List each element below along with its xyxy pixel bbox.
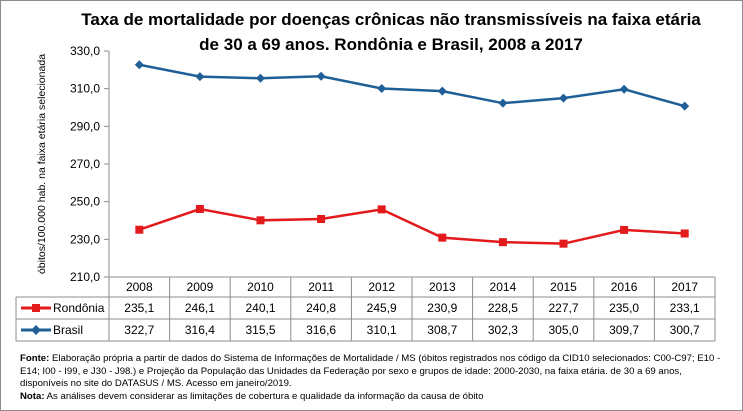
note-text: As análises devem considerar as limitaçõ… <box>44 390 484 402</box>
table-cell: 233,1 <box>670 301 700 315</box>
table-cell: 300,7 <box>670 323 700 337</box>
table-cell: 240,8 <box>306 301 336 315</box>
x-tick-label: 2015 <box>550 280 577 294</box>
legend-marker-square <box>32 304 40 312</box>
x-tick-label: 2013 <box>429 280 456 294</box>
table-cell: 310,1 <box>367 323 397 337</box>
table-cell: 228,5 <box>488 301 518 315</box>
data-point <box>256 73 265 83</box>
table-cell: 316,6 <box>306 323 336 337</box>
table-cell: 227,7 <box>548 301 578 315</box>
x-tick-label: 2016 <box>611 280 638 294</box>
x-tick-label: 2014 <box>490 280 517 294</box>
table-cell: 235,1 <box>124 301 154 315</box>
data-point <box>437 86 447 96</box>
y-tick-label: 210,0 <box>70 270 100 284</box>
x-tick-label: 2008 <box>126 280 153 294</box>
data-point <box>316 71 326 81</box>
x-tick-label: 2017 <box>671 280 698 294</box>
data-point <box>498 98 508 108</box>
table-cell: 316,4 <box>185 323 215 337</box>
data-point <box>498 238 507 247</box>
legend-label: Brasil <box>53 323 83 337</box>
x-tick-label: 2009 <box>187 280 214 294</box>
table-cell: 230,9 <box>427 301 457 315</box>
x-tick-label: 2011 <box>308 280 334 294</box>
source-text: Elaboração própria a partir de dados do … <box>20 353 721 389</box>
x-tick-label: 2012 <box>368 280 395 294</box>
table-cell: 235,0 <box>609 301 639 315</box>
table-cell: 245,9 <box>367 301 397 315</box>
note-label: Nota: <box>20 390 45 402</box>
data-point <box>438 233 447 242</box>
table-cell: 315,5 <box>245 323 275 337</box>
y-tick-label: 270,0 <box>70 157 100 171</box>
table-cell: 246,1 <box>185 301 215 315</box>
y-tick-label: 290,0 <box>70 119 100 133</box>
y-tick-label: 330,0 <box>70 44 100 58</box>
data-point <box>256 216 265 225</box>
table-cell: 309,7 <box>609 323 639 337</box>
table-cell: 308,7 <box>427 323 457 337</box>
data-point <box>559 239 568 248</box>
series-line-rondônia <box>138 207 685 245</box>
data-point <box>680 101 690 111</box>
y-tick-label: 310,0 <box>70 82 100 96</box>
x-tick-label: 2010 <box>247 280 274 294</box>
data-point <box>195 205 204 214</box>
chart-notes: Fonte: Elaboração própria a partir de da… <box>20 353 730 403</box>
data-point <box>317 214 326 223</box>
data-point <box>135 225 144 234</box>
table-cell: 322,7 <box>124 323 154 337</box>
y-tick-label: 250,0 <box>70 195 100 209</box>
table-cell: 240,1 <box>245 301 275 315</box>
legend-marker-diamond <box>31 325 41 335</box>
note: Nota: As análises devem considerar as li… <box>20 391 730 404</box>
y-axis-label: óbitos/100.000 hab. na faixa etária sele… <box>36 54 48 274</box>
table-cell: 305,0 <box>548 323 578 337</box>
data-point <box>619 84 629 94</box>
table-cell: 302,3 <box>488 323 518 337</box>
chart-title: Taxa de mortalidade por doenças crônicas… <box>61 7 721 57</box>
data-point <box>680 229 689 238</box>
line-chart: 210,0 230,0 250,0 270,0 290,0 310,0 330,0 óbito… <box>15 44 716 342</box>
title-line-1: Taxa de mortalidade por doenças crônicas… <box>81 10 701 29</box>
data-point <box>620 225 629 234</box>
y-tick-label: 230,0 <box>70 232 100 246</box>
data-point <box>377 83 387 93</box>
title-line-2: de 30 a 69 anos. Rondônia e Brasil, 2008… <box>199 35 583 54</box>
data-point <box>377 205 386 214</box>
source-note: Fonte: Elaboração própria a partir de da… <box>20 353 730 391</box>
legend-label: Rondônia <box>53 301 105 315</box>
data-point <box>134 60 144 70</box>
source-label: Fonte: <box>20 353 50 364</box>
data-point <box>195 72 205 82</box>
series-line-brasil <box>139 63 686 108</box>
data-point <box>559 93 568 103</box>
